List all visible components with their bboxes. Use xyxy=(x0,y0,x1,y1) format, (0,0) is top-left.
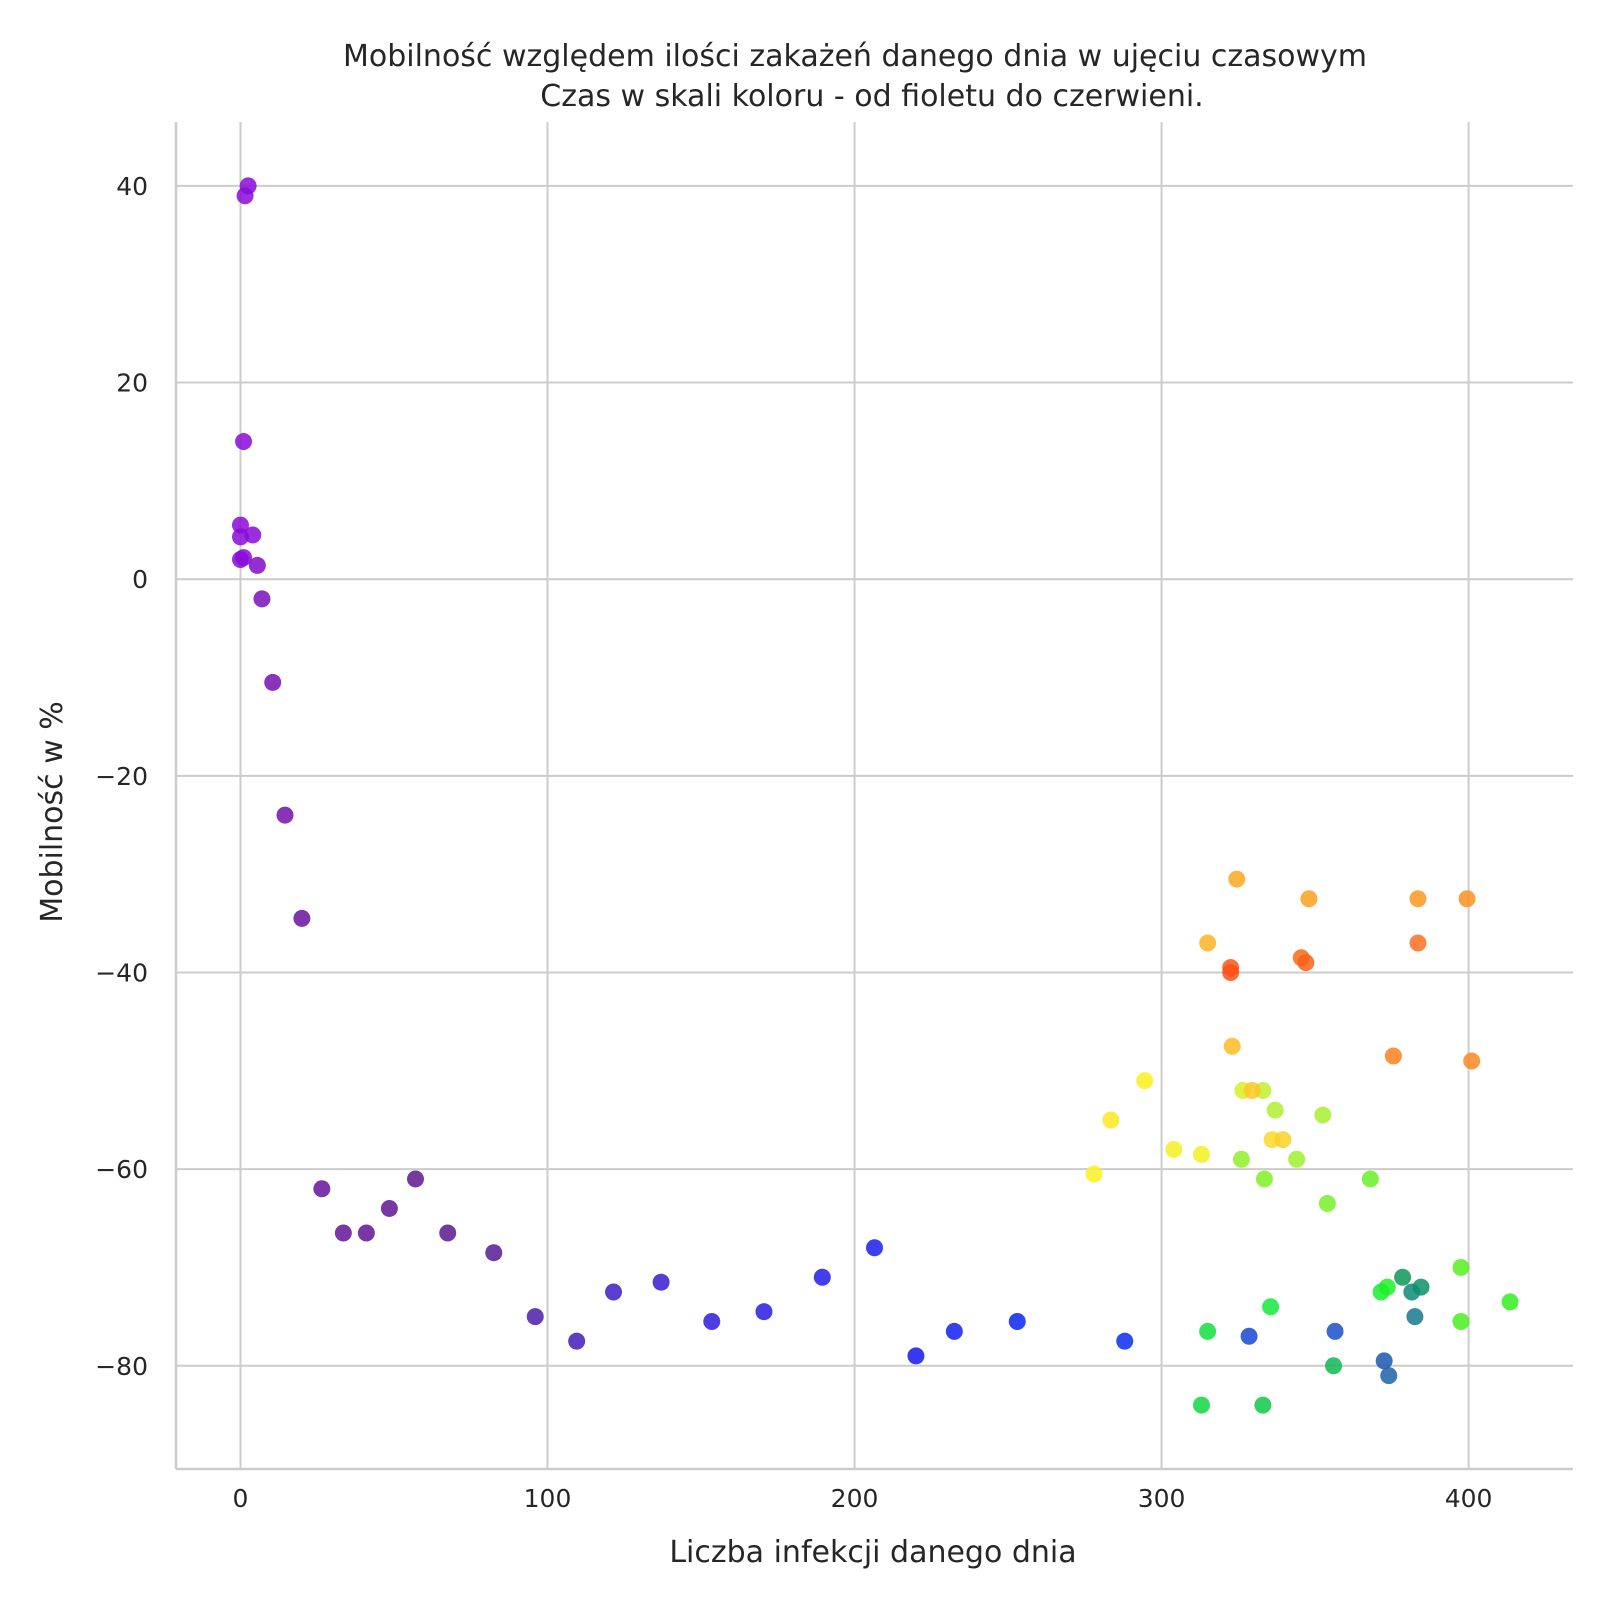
data-point xyxy=(1375,1352,1393,1370)
data-point xyxy=(1501,1293,1519,1311)
data-point xyxy=(1262,1298,1280,1316)
data-point xyxy=(439,1224,457,1242)
data-point xyxy=(945,1322,963,1340)
data-point xyxy=(1243,1081,1261,1099)
data-point xyxy=(248,556,266,574)
x-tick-labels: 0 100 200 300 400 xyxy=(233,1484,1493,1513)
data-point xyxy=(276,806,294,824)
y-tick-label: −80 xyxy=(95,1352,148,1381)
data-point xyxy=(1409,934,1427,952)
data-point xyxy=(1192,1145,1210,1163)
x-tick-label: 0 xyxy=(233,1484,249,1513)
data-point xyxy=(1222,963,1240,981)
data-point xyxy=(485,1244,503,1262)
data-point xyxy=(526,1308,544,1326)
data-point xyxy=(406,1170,424,1188)
data-point xyxy=(334,1224,352,1242)
data-point xyxy=(236,187,254,205)
data-point xyxy=(755,1303,773,1321)
y-tick-label: 40 xyxy=(116,172,148,201)
data-point xyxy=(1378,1278,1396,1296)
x-tick-label: 100 xyxy=(524,1484,572,1513)
data-point xyxy=(652,1273,670,1291)
data-point xyxy=(293,909,311,927)
y-tick-label: −20 xyxy=(95,762,148,791)
y-tick-labels: 40 20 0 −20 −40 −60 −80 xyxy=(95,172,148,1381)
data-point xyxy=(568,1332,586,1350)
data-point xyxy=(1274,1131,1292,1149)
data-point xyxy=(231,516,249,534)
data-point xyxy=(1288,1150,1306,1168)
data-point xyxy=(1266,1101,1284,1119)
data-point xyxy=(866,1239,883,1257)
data-point xyxy=(1325,1357,1343,1375)
data-point xyxy=(1254,1396,1272,1414)
data-point xyxy=(1199,1322,1217,1340)
data-point xyxy=(1452,1258,1470,1276)
data-point xyxy=(1085,1165,1103,1183)
data-points xyxy=(231,177,1519,1414)
data-point xyxy=(1255,1170,1273,1188)
data-point xyxy=(1452,1313,1470,1331)
data-point xyxy=(253,590,271,608)
data-point xyxy=(1228,870,1246,888)
data-point xyxy=(1165,1140,1183,1158)
data-point xyxy=(1406,1308,1424,1326)
data-point xyxy=(1240,1327,1258,1345)
x-tick-label: 200 xyxy=(831,1484,879,1513)
data-point xyxy=(1318,1195,1336,1213)
grid xyxy=(176,122,1573,1469)
data-point xyxy=(1361,1170,1379,1188)
data-point xyxy=(1463,1052,1481,1070)
data-point xyxy=(235,433,253,451)
data-point xyxy=(1223,1037,1241,1055)
x-axis-label: Liczba infekcji danego dnia xyxy=(669,1535,1076,1570)
data-point xyxy=(1326,1322,1344,1340)
data-point xyxy=(244,526,262,544)
data-point xyxy=(1008,1313,1026,1331)
x-tick-label: 300 xyxy=(1138,1484,1186,1513)
data-point xyxy=(605,1283,623,1301)
axes-spines xyxy=(174,122,1573,1471)
data-point xyxy=(1412,1278,1430,1296)
data-point xyxy=(1116,1332,1134,1350)
data-point xyxy=(1380,1367,1398,1385)
data-point xyxy=(813,1268,831,1286)
data-point xyxy=(1409,890,1427,908)
chart-title: Mobilność względem ilości zakażeń danego… xyxy=(343,39,1367,74)
data-point xyxy=(1458,890,1476,908)
data-point xyxy=(231,551,249,569)
data-point xyxy=(313,1180,331,1198)
data-point xyxy=(907,1347,925,1365)
data-point xyxy=(1192,1396,1210,1414)
y-tick-label: −40 xyxy=(95,958,148,987)
data-point xyxy=(357,1224,375,1242)
data-point xyxy=(1199,934,1217,952)
y-tick-label: 0 xyxy=(132,565,148,594)
data-point xyxy=(1394,1268,1412,1286)
y-tick-label: −60 xyxy=(95,1155,148,1184)
data-point xyxy=(1136,1072,1154,1090)
data-point xyxy=(1232,1150,1250,1168)
x-tick-label: 400 xyxy=(1445,1484,1493,1513)
data-point xyxy=(1314,1106,1332,1124)
data-point xyxy=(703,1313,721,1331)
data-point xyxy=(1300,890,1318,908)
chart-subtitle: Czas w skali koloru - od fioletu do czer… xyxy=(540,79,1203,114)
y-axis-label: Mobilność w % xyxy=(35,701,70,923)
data-point xyxy=(1297,954,1315,972)
data-point xyxy=(380,1199,398,1217)
data-point xyxy=(264,673,282,691)
data-point xyxy=(1102,1111,1120,1129)
data-point xyxy=(1384,1047,1402,1065)
y-tick-label: 20 xyxy=(116,369,148,398)
